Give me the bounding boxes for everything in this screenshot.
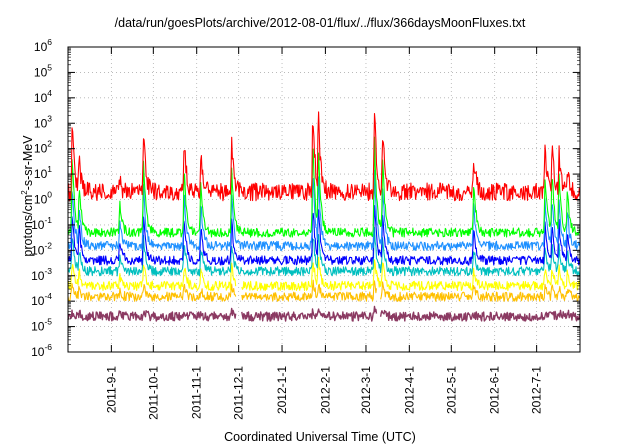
y-tick-label-exponent: 0: [47, 190, 52, 200]
y-tick-label: 104: [34, 88, 52, 105]
series-line: [67, 136, 581, 238]
y-tick-label: 100: [34, 190, 52, 207]
y-tick-label: 10-6: [31, 342, 52, 359]
x-tick-label: 2011-10-1: [146, 366, 160, 420]
y-tick-label: 101: [34, 164, 52, 181]
x-tick-label: 2012-5-1: [444, 366, 458, 414]
y-tick-label-exponent: 6: [47, 37, 52, 47]
y-tick-label-exponent: -4: [44, 291, 52, 301]
series-line: [67, 279, 580, 302]
x-tick-label: 2011-9-1: [104, 366, 118, 413]
y-tick-label-exponent: 3: [47, 113, 52, 123]
y-tick-label: 106: [34, 37, 52, 54]
y-tick-label: 103: [34, 113, 52, 130]
series-line: [67, 205, 581, 266]
series-line: [67, 226, 581, 277]
y-tick-label-exponent: -6: [44, 342, 52, 352]
x-tick-label: 2011-12-1: [232, 366, 246, 420]
series-line: [67, 256, 581, 291]
y-tick-label: 102: [34, 139, 52, 156]
y-axis-label-post: -s-sr-MeV: [21, 135, 36, 191]
y-tick-label: 10-5: [31, 317, 52, 334]
x-tick-label: 2012-2-1: [318, 366, 332, 414]
axis-ticks: [68, 46, 580, 353]
x-tick-label: 2011-11-1: [190, 366, 204, 419]
x-tick-label: 2012-1-1: [275, 366, 289, 414]
x-tick-label: 2012-6-1: [488, 366, 502, 414]
chart-title: /data/run/goesPlots/archive/2012-08-01/f…: [114, 16, 526, 30]
series-line: [67, 169, 581, 251]
y-tick-label-exponent: 2: [47, 139, 52, 149]
x-tick-label: 2012-4-1: [402, 366, 416, 414]
tick-labels: 10-610-510-410-310-210-11001011021031041…: [31, 37, 544, 420]
series-line: [67, 111, 581, 202]
y-tick-label-exponent: -2: [44, 240, 52, 250]
series-line: [67, 305, 581, 322]
y-axis-label: protons/cm2-s-sr-MeV: [20, 106, 36, 286]
x-axis-label: Coordinated Universal Time (UTC): [224, 430, 416, 444]
x-tick-label: 2012-7-1: [530, 366, 544, 414]
y-tick-label-exponent: 5: [47, 62, 52, 72]
y-axis-label-pre: protons/cm: [21, 194, 36, 257]
y-tick-label-exponent: -5: [44, 317, 52, 327]
y-tick-label-exponent: -1: [44, 215, 52, 225]
y-axis-label-sup: 2: [20, 190, 29, 195]
y-tick-label: 105: [34, 62, 52, 79]
y-tick-label-exponent: 1: [47, 164, 52, 174]
y-tick-label: 10-4: [31, 291, 52, 308]
y-tick-label-exponent: 4: [47, 88, 52, 98]
x-tick-label: 2012-3-1: [359, 366, 373, 414]
y-tick-label-exponent: -3: [44, 266, 52, 276]
series-group: [67, 111, 581, 322]
